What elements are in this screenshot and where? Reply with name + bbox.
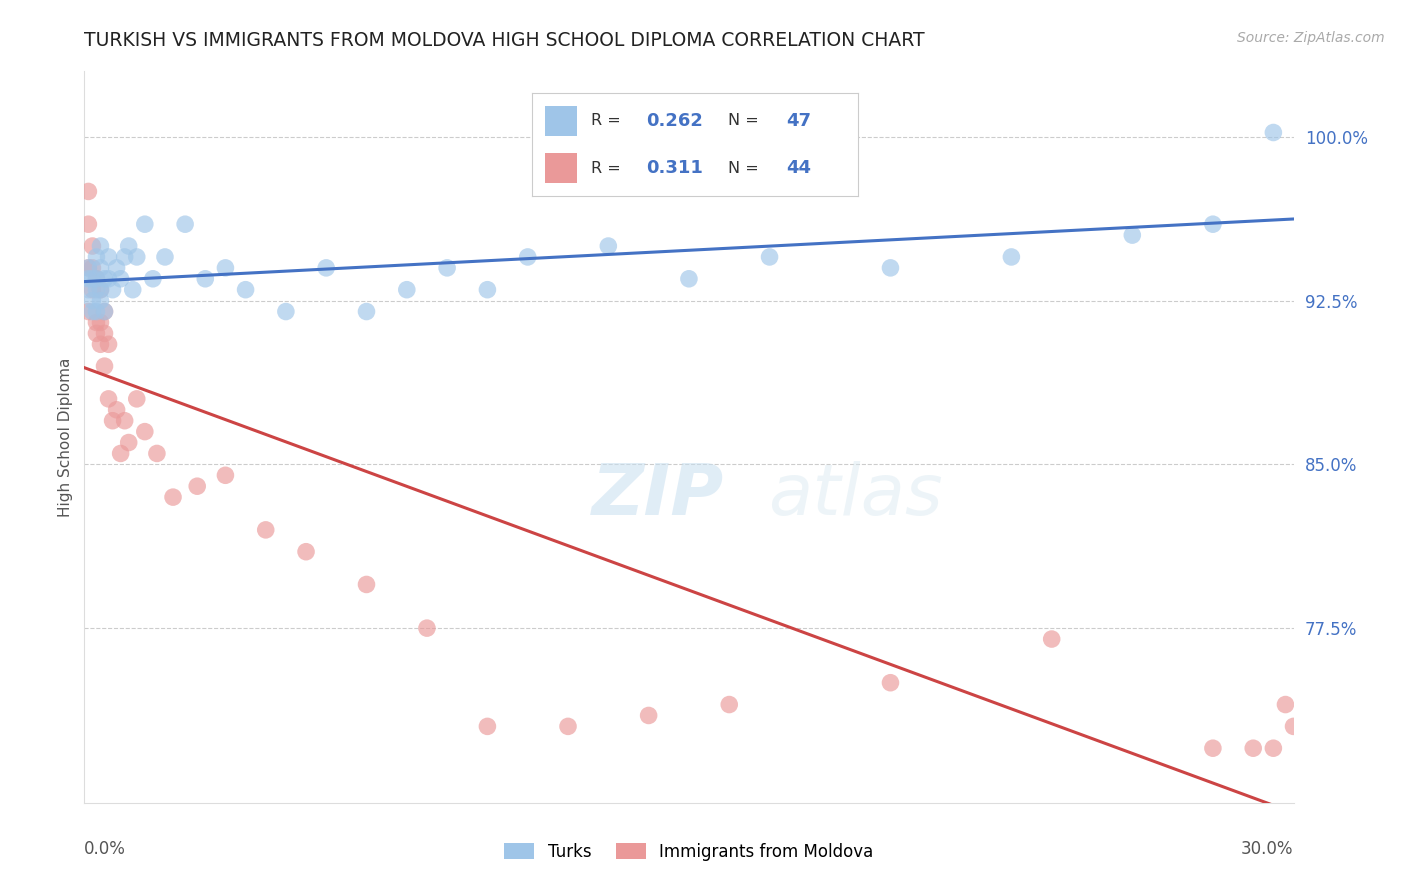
Point (1040, 632, 1063, 646)
Point (194, 272, 217, 286)
Point (118, 239, 141, 253)
Point (82, 272, 104, 286)
Text: 30.0%: 30.0% (1241, 840, 1294, 858)
Point (718, 698, 741, 712)
Point (214, 260, 236, 275)
Point (436, 260, 458, 275)
Point (758, 250, 780, 264)
Point (105, 260, 128, 275)
Point (110, 272, 132, 286)
Point (93, 304, 115, 318)
Y-axis label: High School Diploma: High School Diploma (58, 358, 73, 516)
Point (395, 283, 418, 297)
Point (477, 719, 499, 733)
Point (118, 435, 141, 450)
Point (214, 468, 236, 483)
Point (97, 392, 120, 406)
Point (1263, 126, 1285, 140)
Point (134, 425, 156, 439)
Point (89, 239, 111, 253)
Point (97, 272, 120, 286)
Point (637, 708, 659, 723)
Point (416, 621, 439, 635)
Point (77, 304, 100, 318)
Point (557, 719, 579, 733)
Point (82, 304, 104, 318)
Point (86, 250, 108, 264)
Point (97, 250, 120, 264)
Point (110, 446, 132, 460)
Point (1241, 741, 1264, 756)
Point (82, 239, 104, 253)
Point (86, 272, 108, 286)
Point (114, 250, 136, 264)
Point (77, 185, 100, 199)
Point (678, 272, 700, 286)
Point (134, 217, 156, 231)
Point (879, 675, 901, 690)
Text: TURKISH VS IMMIGRANTS FROM MOLDOVA HIGH SCHOOL DIPLOMA CORRELATION CHART: TURKISH VS IMMIGRANTS FROM MOLDOVA HIGH … (84, 31, 925, 50)
Point (1202, 741, 1225, 756)
Point (1000, 250, 1022, 264)
Point (77, 283, 100, 297)
Point (274, 304, 297, 318)
Point (879, 260, 901, 275)
Point (295, 545, 318, 559)
Point (89, 337, 111, 351)
Point (477, 283, 499, 297)
Point (315, 260, 337, 275)
Point (86, 326, 108, 341)
Point (162, 490, 184, 504)
Point (101, 283, 124, 297)
Point (121, 283, 143, 297)
Text: 0.0%: 0.0% (84, 840, 127, 858)
Point (82, 260, 104, 275)
Point (516, 250, 538, 264)
Point (114, 414, 136, 428)
Point (125, 392, 148, 406)
Point (77, 260, 100, 275)
Text: Source: ZipAtlas.com: Source: ZipAtlas.com (1237, 31, 1385, 45)
Point (1263, 741, 1285, 756)
Point (598, 239, 620, 253)
Point (86, 315, 108, 329)
Point (101, 414, 124, 428)
Point (77, 217, 100, 231)
Point (174, 217, 197, 231)
Point (1202, 217, 1225, 231)
Point (1274, 698, 1296, 712)
Point (82, 293, 104, 308)
Point (82, 283, 104, 297)
Point (89, 283, 111, 297)
Point (186, 479, 208, 493)
Legend: Turks, Immigrants from Moldova: Turks, Immigrants from Moldova (498, 837, 880, 868)
Point (86, 304, 108, 318)
Point (77, 260, 100, 275)
Point (146, 446, 169, 460)
Point (153, 250, 176, 264)
Point (356, 577, 378, 591)
Point (86, 283, 108, 297)
Point (93, 359, 115, 373)
Point (105, 402, 128, 417)
Point (93, 326, 115, 341)
Point (93, 272, 115, 286)
Point (125, 250, 148, 264)
Point (86, 272, 108, 286)
Point (77, 272, 100, 286)
Point (254, 523, 277, 537)
Point (356, 304, 378, 318)
Point (142, 272, 165, 286)
Point (89, 293, 111, 308)
Point (89, 283, 111, 297)
Text: ZIP: ZIP (592, 461, 724, 530)
Point (97, 337, 120, 351)
Point (1121, 228, 1143, 243)
Point (1282, 719, 1305, 733)
Point (89, 260, 111, 275)
Point (235, 283, 257, 297)
Point (89, 315, 111, 329)
Text: atlas: atlas (768, 461, 942, 530)
Point (93, 304, 115, 318)
